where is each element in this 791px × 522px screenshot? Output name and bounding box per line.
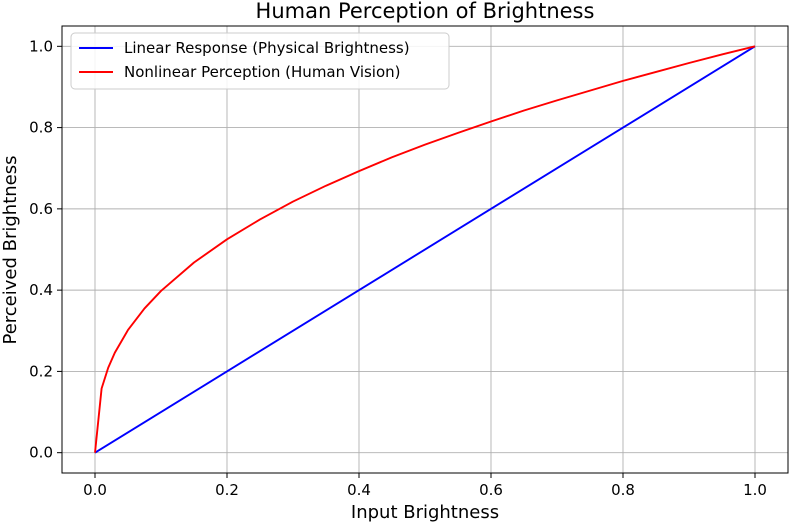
- ticks: 0.0 0.2 0.4 0.6 0.8 1.0 0.0 0.2 0.4 0.6 0.8 1.0: [29, 37, 767, 499]
- y-tick-label: 0.6: [29, 200, 53, 218]
- x-tick-label: 0.4: [347, 481, 371, 499]
- legend: Linear Response (Physical Brightness) Non…: [70, 32, 450, 90]
- plot-frame: [61, 25, 789, 474]
- y-tick-label: 0.4: [29, 281, 53, 299]
- y-axis-title: Perceived Brightness: [0, 155, 21, 344]
- y-tick-label: 0.2: [29, 362, 53, 380]
- x-tick-label: 0.2: [215, 481, 239, 499]
- y-tick-label: 1.0: [29, 37, 53, 55]
- series-layer: [94, 45, 756, 454]
- y-tick-label: 0.8: [29, 119, 53, 137]
- x-tick-label: 0.6: [479, 481, 503, 499]
- x-axis-title: Input Brightness: [351, 502, 499, 522]
- series-line-2: [94, 45, 756, 453]
- legend-label: Linear Response (Physical Brightness): [124, 39, 410, 57]
- legend-box: [70, 32, 450, 90]
- chart-title: Human Perception of Brightness: [256, 0, 595, 23]
- series-line-1: [94, 45, 756, 454]
- x-tick-label: 1.0: [743, 481, 767, 499]
- legend-label: Nonlinear Perception (Human Vision): [124, 63, 401, 81]
- x-tick-label: 0.0: [83, 481, 107, 499]
- x-tick-label: 0.8: [611, 481, 635, 499]
- y-tick-label: 0.0: [29, 444, 53, 462]
